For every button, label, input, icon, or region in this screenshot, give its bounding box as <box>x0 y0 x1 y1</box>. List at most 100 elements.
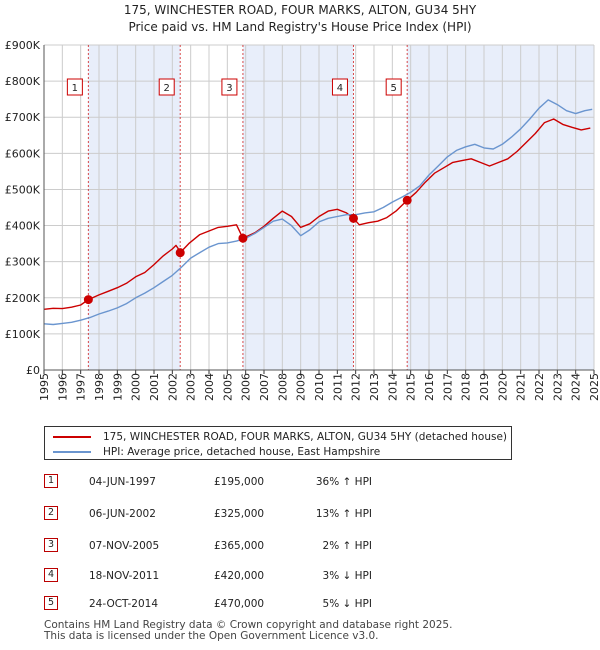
x-tick-label: 2015 <box>405 373 418 401</box>
transaction-price: £325,000 <box>214 508 265 520</box>
sale-number-label: 4 <box>337 83 343 94</box>
table-row: 2 06-JUN-2002 £325,000 13% ↑ HPI <box>44 506 464 522</box>
x-tick-label: 1997 <box>75 373 88 401</box>
transaction-hpi-diff: 2% ↑ HPI <box>322 540 372 552</box>
transaction-price: £420,000 <box>214 570 265 582</box>
sale-point <box>238 233 248 243</box>
legend: 175, WINCHESTER ROAD, FOUR MARKS, ALTON,… <box>44 426 512 460</box>
sale-number-box <box>158 78 175 96</box>
x-tick-label: 2010 <box>313 373 326 401</box>
x-tick-label: 2000 <box>130 373 143 401</box>
title-line-1: 175, WINCHESTER ROAD, FOUR MARKS, ALTON,… <box>123 3 477 17</box>
shaded-span <box>242 45 354 370</box>
x-tick-label: 1998 <box>93 373 106 401</box>
footer-attribution: Contains HM Land Registry data © Crown c… <box>44 620 452 642</box>
transaction-date: 04-JUN-1997 <box>89 476 156 488</box>
x-tick-label: 2001 <box>148 373 161 401</box>
footer-line-1: Contains HM Land Registry data © Crown c… <box>44 619 453 631</box>
shaded-span <box>407 45 594 370</box>
y-tick-label: £600K <box>5 147 41 160</box>
sale-point <box>402 195 412 205</box>
transaction-date: 18-NOV-2011 <box>89 570 160 582</box>
hpi-line <box>43 99 593 326</box>
y-tick-label: £300K <box>5 256 41 269</box>
transaction-date: 06-JUN-2002 <box>89 508 156 520</box>
sale-point <box>348 213 358 223</box>
x-tick-label: 2005 <box>221 373 234 401</box>
transaction-number: 5 <box>44 596 58 610</box>
x-tick-label: 1996 <box>56 373 69 401</box>
transaction-price: £470,000 <box>214 598 265 610</box>
x-tick-label: 2012 <box>350 373 363 401</box>
x-tick-label: 1995 <box>38 373 51 401</box>
x-tick-label: 2017 <box>441 373 454 401</box>
transaction-price: £365,000 <box>214 540 265 552</box>
title-line-2: Price paid vs. HM Land Registry's House … <box>128 20 472 34</box>
footer-line-2: This data is licensed under the Open Gov… <box>44 630 379 642</box>
legend-label-property: 175, WINCHESTER ROAD, FOUR MARKS, ALTON,… <box>103 431 508 443</box>
y-tick-label: £700K <box>5 111 41 124</box>
chart-title: 175, WINCHESTER ROAD, FOUR MARKS, ALTON,… <box>0 2 600 36</box>
transaction-number: 1 <box>44 474 58 488</box>
y-tick-label: £400K <box>5 220 41 233</box>
transaction-number: 2 <box>44 506 58 520</box>
shaded-span <box>88 45 181 370</box>
legend-item-hpi: HPI: Average price, detached house, East… <box>53 445 380 459</box>
transaction-hpi-diff: 3% ↓ HPI <box>322 570 372 582</box>
y-tick-label: £100K <box>5 328 41 341</box>
x-tick-label: 2013 <box>368 373 381 401</box>
legend-swatch-property <box>53 436 91 438</box>
x-tick-label: 2004 <box>203 373 216 401</box>
legend-item-property: 175, WINCHESTER ROAD, FOUR MARKS, ALTON,… <box>53 430 507 444</box>
transaction-hpi-diff: 36% ↑ HPI <box>315 476 372 488</box>
x-tick-label: 2011 <box>331 373 344 401</box>
sale-number-box <box>331 78 348 96</box>
table-row: 5 24-OCT-2014 £470,000 5% ↓ HPI <box>44 596 464 612</box>
x-tick-label: 2018 <box>460 373 473 401</box>
sale-number-box <box>66 78 83 96</box>
transaction-date: 24-OCT-2014 <box>89 598 158 610</box>
y-tick-label: £200K <box>5 292 41 305</box>
sale-point <box>83 295 93 305</box>
transaction-date: 07-NOV-2005 <box>89 540 160 552</box>
x-tick-label: 2025 <box>588 373 600 401</box>
x-tick-label: 1999 <box>111 373 124 401</box>
x-tick-label: 2024 <box>570 373 583 401</box>
transaction-number: 4 <box>44 568 58 582</box>
transaction-number: 3 <box>44 538 58 552</box>
sale-number-label: 5 <box>390 83 396 94</box>
sale-number-box <box>221 78 238 96</box>
property-price-line <box>43 118 591 310</box>
x-tick-label: 2006 <box>240 373 253 401</box>
legend-label-hpi: HPI: Average price, detached house, East… <box>103 446 381 458</box>
sale-number-box <box>385 78 402 96</box>
sale-number-label: 3 <box>226 83 232 94</box>
y-tick-label: £900K <box>5 39 41 52</box>
legend-swatch-hpi <box>53 451 91 453</box>
table-row: 3 07-NOV-2005 £365,000 2% ↑ HPI <box>44 538 464 554</box>
y-tick-label: £800K <box>5 75 41 88</box>
sale-point <box>175 248 185 258</box>
x-tick-label: 2007 <box>258 373 271 401</box>
x-tick-label: 2019 <box>478 373 491 401</box>
table-row: 4 18-NOV-2011 £420,000 3% ↓ HPI <box>44 568 464 584</box>
x-tick-label: 2023 <box>551 373 564 401</box>
sale-number-label: 1 <box>72 83 78 94</box>
price-chart: £0 £100K £200K £300K £400K £500K £600K £700K £80… <box>5 39 600 401</box>
sale-number-label: 2 <box>164 83 170 94</box>
x-tick-label: 2021 <box>515 373 528 401</box>
x-tick-label: 2008 <box>276 373 289 401</box>
x-tick-label: 2002 <box>166 373 179 401</box>
x-tick-label: 2016 <box>423 373 436 401</box>
y-tick-label: £500K <box>5 183 41 196</box>
x-tick-label: 2020 <box>496 373 509 401</box>
transaction-hpi-diff: 13% ↑ HPI <box>315 508 372 520</box>
transaction-price: £195,000 <box>214 476 265 488</box>
table-row: 1 04-JUN-1997 £195,000 36% ↑ HPI <box>44 474 464 490</box>
transaction-hpi-diff: 5% ↓ HPI <box>322 598 372 610</box>
y-tick-label: £0 <box>26 364 40 377</box>
x-tick-label: 2014 <box>386 373 399 401</box>
x-tick-label: 2022 <box>533 373 546 401</box>
x-tick-label: 2003 <box>185 373 198 401</box>
x-tick-label: 2009 <box>295 373 308 401</box>
